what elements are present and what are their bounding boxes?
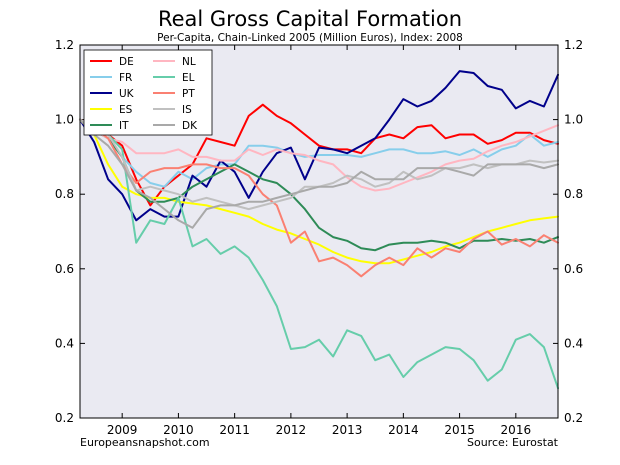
y-tick-label-left: 0.8 (55, 187, 74, 201)
series-line-de (79, 103, 559, 207)
x-tick-label: 2009 (107, 423, 138, 437)
chart-title: Real Gross Capital Formation (158, 7, 462, 31)
legend-label-pt: PT (182, 88, 195, 100)
source-right: Source: Eurostat (467, 436, 559, 449)
legend-label-uk: UK (119, 88, 135, 100)
y-tick-label-left: 0.2 (55, 411, 74, 425)
series-line-es (79, 118, 559, 265)
x-tick-label: 2013 (332, 423, 363, 437)
legend-label-fr: FR (119, 72, 132, 84)
x-axis: 2009 2010 2011 2012 2013 2014 2015 2016 (107, 45, 531, 437)
chart-subtitle: Per-Capita, Chain-Linked 2005 (Million E… (157, 32, 463, 44)
y-tick-label-left: 1.2 (55, 38, 74, 52)
x-tick-label: 2014 (388, 423, 419, 437)
y-tick-label-right: 0.8 (564, 187, 583, 201)
series-line-el (79, 118, 559, 390)
source-left: Europeansnapshot.com (80, 436, 210, 449)
y-tick-label-right: 1.0 (564, 113, 583, 127)
y-tick-label-left: 1.0 (55, 113, 74, 127)
x-tick-label: 2015 (444, 423, 475, 437)
series-line-it (79, 118, 559, 252)
y-tick-label-left: 0.4 (55, 336, 74, 350)
x-tick-label: 2012 (276, 423, 307, 437)
y-axis-left: 0.2 0.4 0.6 0.8 1.0 1.2 (55, 38, 85, 425)
y-axis-right: 0.2 0.4 0.6 0.8 1.0 1.2 (553, 38, 583, 425)
legend: DE FR UK ES IT NL EL PT IS DK (83, 49, 213, 136)
y-tick-label-right: 0.2 (564, 411, 583, 425)
x-tick-label: 2010 (163, 423, 194, 437)
y-tick-label-right: 0.6 (564, 262, 583, 276)
x-tick-label: 2011 (219, 423, 250, 437)
series-line-dk (79, 118, 559, 229)
plot-frame (79, 44, 559, 419)
legend-label-it: IT (119, 120, 129, 132)
y-tick-label-left: 0.6 (55, 262, 74, 276)
legend-label-el: EL (182, 72, 195, 84)
legend-label-is: IS (182, 104, 192, 116)
legend-label-dk: DK (182, 120, 198, 132)
legend-label-es: ES (119, 104, 133, 116)
series-line-nl (79, 118, 559, 192)
x-tick-label: 2016 (501, 423, 532, 437)
series-lines (79, 70, 559, 390)
legend-label-nl: NL (182, 56, 196, 68)
y-tick-label-right: 0.4 (564, 336, 583, 350)
series-line-pt (79, 118, 559, 278)
series-line-uk (79, 70, 559, 222)
legend-label-de: DE (119, 56, 134, 68)
y-tick-label-right: 1.2 (564, 38, 583, 52)
series-line-fr (79, 118, 559, 188)
